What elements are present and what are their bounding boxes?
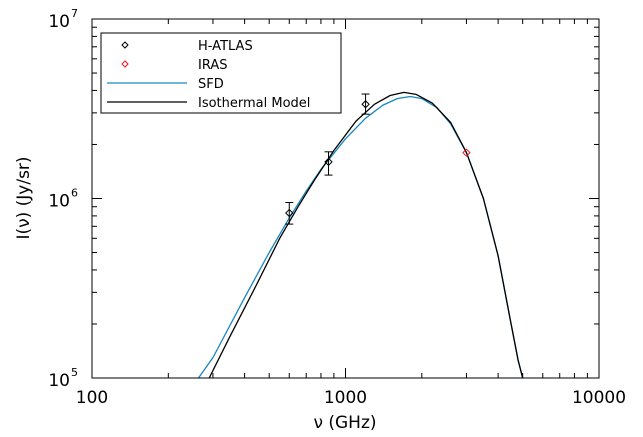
legend-marker-iras [121, 60, 129, 68]
legend-label-h-atlas: H-ATLAS [198, 39, 253, 54]
curve-isothermal-model [208, 91, 524, 378]
legend-label-sfd: SFD [198, 77, 224, 92]
h-atlas-point [324, 157, 333, 167]
y-tick-exponent: 5 [71, 366, 78, 379]
legend-label-iras: IRAS [198, 58, 228, 73]
y-tick-exponent: 7 [71, 7, 78, 20]
x-tick-label: 10000 [572, 388, 626, 408]
y-tick-base: 10 [48, 12, 70, 32]
y-tick-exponent: 6 [71, 187, 78, 200]
h-atlas-point [285, 208, 294, 218]
x-tick-label: 100 [76, 388, 108, 408]
curve-layer [197, 91, 524, 378]
legend: H-ATLAS IRAS SFD Isothermal Model [100, 32, 342, 114]
y-tick-label: 10 5 [48, 366, 78, 391]
x-axis-label: ν (GHz) [313, 413, 376, 433]
legend-box [100, 32, 342, 114]
y-axis-label: I(ν) (Jy/sr) [14, 156, 34, 239]
y-tick-base: 10 [48, 371, 70, 391]
y-tick-base: 10 [48, 192, 70, 212]
h-atlas-point [361, 100, 370, 109]
curve-sfd [197, 95, 524, 378]
y-tick-label: 10 7 [48, 7, 78, 32]
plot-frame [91, 18, 600, 379]
legend-label-isothermal-model: Isothermal Model [198, 96, 310, 111]
legend-marker-h-atlas [121, 41, 129, 49]
x-tick-label: 1000 [324, 388, 367, 408]
y-tick-label: 10 6 [48, 187, 78, 212]
point-layer [285, 93, 471, 225]
iras-point [462, 148, 471, 157]
